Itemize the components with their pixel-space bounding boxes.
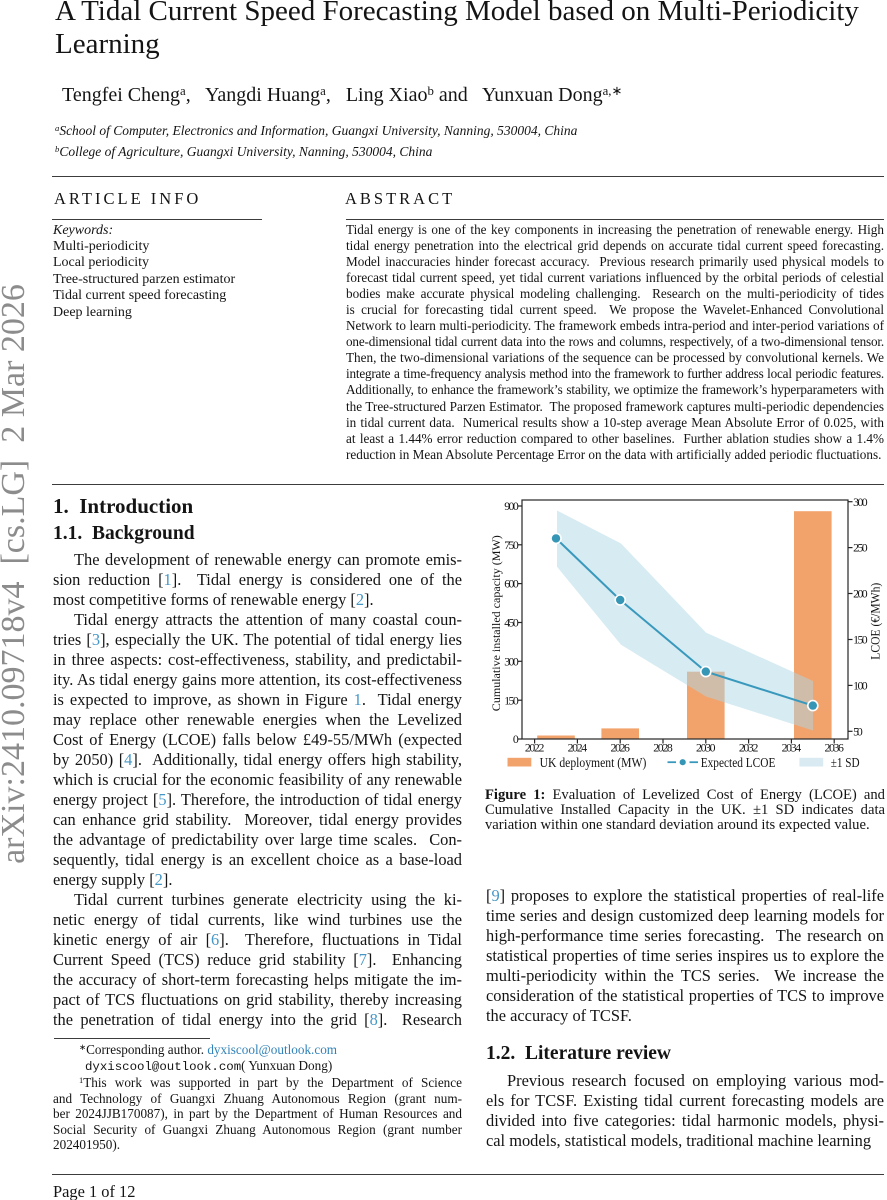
svg-text:600: 600 — [504, 577, 519, 591]
svg-text:Cumulative installed capacity: Cumulative installed capacity (MW) — [489, 535, 503, 711]
svg-text:Expected LCOE: Expected LCOE — [701, 755, 776, 770]
svg-text:300: 300 — [504, 654, 519, 668]
svg-text:2022: 2022 — [525, 741, 545, 755]
svg-text:750: 750 — [504, 538, 519, 552]
svg-text:250: 250 — [853, 541, 868, 555]
svg-text:UK deployment (MW): UK deployment (MW) — [540, 755, 647, 771]
svg-text:2030: 2030 — [696, 741, 716, 755]
svg-text:2028: 2028 — [653, 741, 673, 755]
svg-text:LCOE (€/MWh): LCOE (€/MWh) — [869, 583, 883, 660]
svg-text:2026: 2026 — [610, 741, 630, 755]
svg-text:100: 100 — [853, 679, 868, 693]
svg-text:2036: 2036 — [824, 741, 844, 755]
svg-text:2024: 2024 — [568, 741, 588, 755]
svg-text:150: 150 — [504, 693, 519, 707]
svg-text:2032: 2032 — [739, 741, 759, 755]
svg-text:2034: 2034 — [782, 741, 802, 755]
svg-text:450: 450 — [504, 616, 519, 630]
svg-text:150: 150 — [853, 633, 868, 647]
svg-text:0: 0 — [513, 732, 519, 746]
svg-text:900: 900 — [504, 499, 519, 513]
svg-text:50: 50 — [853, 724, 863, 738]
svg-text:300: 300 — [853, 495, 868, 509]
svg-text:±1 SD: ±1 SD — [831, 755, 860, 770]
svg-text:200: 200 — [853, 587, 868, 601]
